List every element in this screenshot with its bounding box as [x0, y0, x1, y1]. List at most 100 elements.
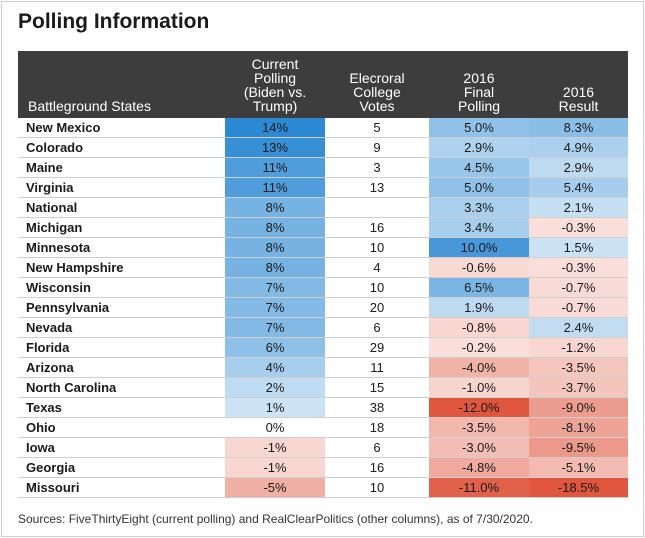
- cell-votes: 10: [369, 280, 385, 295]
- cell-state: Virginia: [26, 180, 74, 195]
- cell-current: 8%: [225, 238, 325, 257]
- cell-result: -1.2%: [529, 338, 628, 357]
- cell-votes: 13: [369, 180, 385, 195]
- table-row: Pennsylvania 7% 20 1.9% -0.7%: [18, 298, 628, 318]
- cell-state: Michigan: [26, 220, 83, 235]
- cell-result: 4.9%: [529, 138, 628, 157]
- cell-votes: 6: [373, 320, 381, 335]
- cell-state: New Hampshire: [26, 260, 124, 275]
- cell-result: -0.3%: [529, 218, 628, 237]
- cell-state: Arizona: [26, 360, 74, 375]
- header-state: Battleground States: [28, 98, 151, 114]
- cell-current: 8%: [225, 218, 325, 237]
- cell-result: -8.1%: [529, 418, 628, 437]
- cell-votes: 15: [369, 380, 385, 395]
- cell-final: -0.8%: [429, 318, 529, 337]
- table-row: Florida 6% 29 -0.2% -1.2%: [18, 338, 628, 358]
- cell-result: 1.5%: [529, 238, 628, 257]
- table-row: Texas 1% 38 -12.0% -9.0%: [18, 398, 628, 418]
- cell-votes: 9: [373, 140, 381, 155]
- table-row: Colorado 13% 9 2.9% 4.9%: [18, 138, 628, 158]
- cell-current: 1%: [225, 398, 325, 417]
- cell-final: 5.0%: [429, 118, 529, 137]
- table-row: Minnesota 8% 10 10.0% 1.5%: [18, 238, 628, 258]
- table-header: Battleground States Current Polling (Bid…: [18, 51, 628, 118]
- cell-votes: 4: [373, 260, 381, 275]
- cell-final: -3.5%: [429, 418, 529, 437]
- table-row: North Carolina 2% 15 -1.0% -3.7%: [18, 378, 628, 398]
- cell-final: 2.9%: [429, 138, 529, 157]
- cell-current: 4%: [225, 358, 325, 377]
- cell-current: 7%: [225, 298, 325, 317]
- polling-table: Battleground States Current Polling (Bid…: [18, 51, 628, 498]
- cell-state: Florida: [26, 340, 70, 355]
- cell-votes: 3: [373, 160, 381, 175]
- cell-state: Texas: [26, 400, 62, 415]
- cell-final: -11.0%: [429, 478, 529, 497]
- header-2016-final-polling: 2016 Final Polling: [457, 70, 501, 114]
- source-note: Sources: FiveThirtyEight (current pollin…: [18, 512, 533, 526]
- cell-final: 1.9%: [429, 298, 529, 317]
- cell-result: -3.7%: [529, 378, 628, 397]
- header-current-polling: Current Polling (Biden vs. Trump): [243, 56, 307, 114]
- cell-result: 2.9%: [529, 158, 628, 177]
- cell-votes: 20: [369, 300, 385, 315]
- cell-current: -1%: [225, 438, 325, 457]
- cell-votes: 6: [373, 440, 381, 455]
- cell-votes: [325, 198, 429, 217]
- cell-state: Pennsylvania: [26, 300, 110, 315]
- cell-current: 0%: [225, 418, 325, 437]
- cell-result: -9.0%: [529, 398, 628, 417]
- cell-current: 11%: [225, 178, 325, 197]
- cell-state: North Carolina: [26, 380, 117, 395]
- cell-current: 8%: [225, 258, 325, 277]
- table-row: Nevada 7% 6 -0.8% 2.4%: [18, 318, 628, 338]
- cell-final: -3.0%: [429, 438, 529, 457]
- cell-current: 2%: [225, 378, 325, 397]
- table-row: Missouri -5% 10 -11.0% -18.5%: [18, 478, 628, 498]
- cell-votes: 5: [373, 120, 381, 135]
- cell-votes: 29: [369, 340, 385, 355]
- cell-result: -3.5%: [529, 358, 628, 377]
- table-row: Michigan 8% 16 3.4% -0.3%: [18, 218, 628, 238]
- cell-state: New Mexico: [26, 120, 101, 135]
- cell-final: 10.0%: [429, 238, 529, 257]
- cell-final: 6.5%: [429, 278, 529, 297]
- cell-current: 14%: [225, 118, 325, 137]
- cell-result: 8.3%: [529, 118, 628, 137]
- cell-votes: 16: [369, 220, 385, 235]
- cell-current: 8%: [225, 198, 325, 217]
- table-row: Virginia 11% 13 5.0% 5.4%: [18, 178, 628, 198]
- cell-state: Ohio: [26, 420, 56, 435]
- cell-votes: 10: [369, 480, 385, 495]
- cell-result: -18.5%: [529, 478, 628, 497]
- cell-votes: 11: [370, 360, 384, 375]
- cell-final: 4.5%: [429, 158, 529, 177]
- cell-result: -0.3%: [529, 258, 628, 277]
- cell-result: 5.4%: [529, 178, 628, 197]
- table-row: Arizona 4% 11 -4.0% -3.5%: [18, 358, 628, 378]
- cell-state: Nevada: [26, 320, 73, 335]
- cell-state: Iowa: [26, 440, 55, 455]
- page-title: Polling Information: [18, 10, 210, 33]
- cell-votes: 10: [369, 240, 385, 255]
- cell-final: 3.4%: [429, 218, 529, 237]
- cell-current: -1%: [225, 458, 325, 477]
- table-row: New Mexico 14% 5 5.0% 8.3%: [18, 118, 628, 138]
- cell-current: 7%: [225, 278, 325, 297]
- table-row: Georgia -1% 16 -4.8% -5.1%: [18, 458, 628, 478]
- cell-state: Minnesota: [26, 240, 91, 255]
- cell-votes: 16: [369, 460, 385, 475]
- cell-votes: 18: [369, 420, 385, 435]
- cell-state: Maine: [26, 160, 63, 175]
- table-row: National 8% 3.3% 2.1%: [18, 198, 628, 218]
- cell-final: 5.0%: [429, 178, 529, 197]
- cell-current: 11%: [225, 158, 325, 177]
- cell-votes: 38: [369, 400, 385, 415]
- cell-result: -9.5%: [529, 438, 628, 457]
- cell-final: -12.0%: [429, 398, 529, 417]
- header-electoral-votes: Elecroral College Votes: [349, 70, 405, 114]
- cell-current: 6%: [225, 338, 325, 357]
- cell-result: 2.4%: [529, 318, 628, 337]
